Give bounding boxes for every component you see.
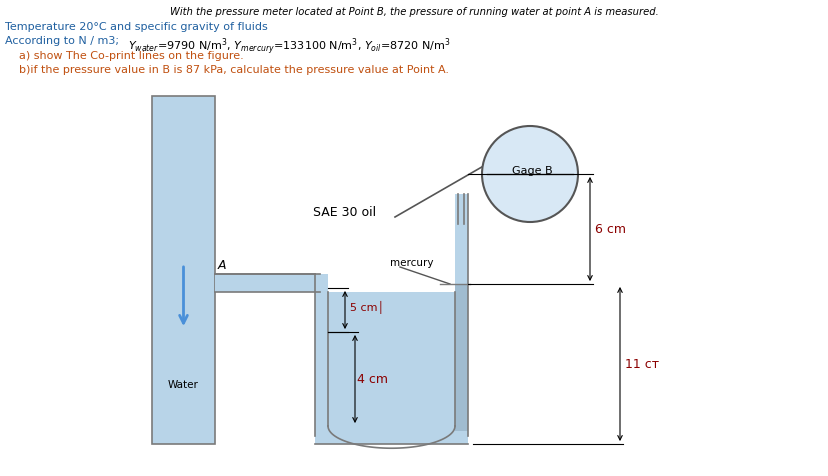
Text: According to N / m3;: According to N / m3; bbox=[5, 36, 119, 46]
Text: mercury: mercury bbox=[389, 258, 433, 268]
Text: Water: Water bbox=[168, 379, 199, 389]
Bar bbox=[214, 275, 320, 292]
Text: b)if the pressure value in B is 87 kPa, calculate the pressure value at Point A.: b)if the pressure value in B is 87 kPa, … bbox=[5, 65, 449, 75]
Bar bbox=[152, 97, 214, 444]
Text: With the pressure meter located at Point B, the pressure of running water at poi: With the pressure meter located at Point… bbox=[170, 7, 657, 17]
Text: $\mathit{Y}_{water}$=9790 N/m$^{3}$, $\mathit{Y}_{mercury}$=133100 N/m$^{3}$, $\: $\mathit{Y}_{water}$=9790 N/m$^{3}$, $\m… bbox=[128, 36, 450, 57]
Text: 4 cm: 4 cm bbox=[357, 373, 388, 386]
Text: 11 cт: 11 cт bbox=[624, 358, 658, 371]
Bar bbox=[455, 284, 468, 431]
Bar bbox=[328, 292, 455, 444]
Text: a) show The Co-print lines on the figure.: a) show The Co-print lines on the figure… bbox=[5, 51, 243, 61]
Bar bbox=[458, 195, 464, 225]
Text: 5 cm│: 5 cm│ bbox=[349, 300, 384, 313]
Bar bbox=[315, 275, 328, 444]
Text: SAE 30 oil: SAE 30 oil bbox=[313, 205, 376, 218]
Text: Temperature 20°C and specific gravity of fluids: Temperature 20°C and specific gravity of… bbox=[5, 22, 267, 32]
Text: 6 cm: 6 cm bbox=[595, 223, 625, 236]
Text: Gage B: Gage B bbox=[511, 166, 551, 176]
Text: A: A bbox=[218, 258, 226, 271]
Bar bbox=[455, 195, 468, 444]
Circle shape bbox=[481, 127, 577, 223]
